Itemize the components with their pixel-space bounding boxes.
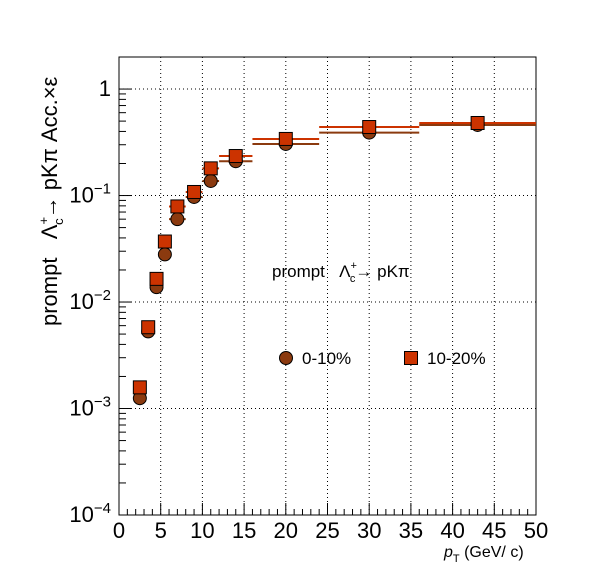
x-tick-label: 40 (440, 518, 464, 543)
x-tick-label: 30 (357, 518, 381, 543)
data-markers (132, 115, 536, 406)
x-tick-label: 10 (190, 518, 214, 543)
data-point-10-20 (203, 161, 218, 176)
data-point-10-20 (149, 271, 164, 286)
y-tick-labels: 10−4 10−3 10−2 10−1 1 (69, 76, 111, 527)
x-tick-label: 5 (155, 518, 167, 543)
y-axis-title: prompt Λ+c→ pKπ Acc.×ε (36, 76, 66, 326)
axis-ticks (118, 88, 537, 516)
data-point-0-10 (203, 173, 218, 188)
data-point-10-20 (362, 120, 377, 135)
data-point-10-20 (228, 149, 243, 164)
x-tick-label: 35 (399, 518, 423, 543)
x-tick-label: 15 (232, 518, 256, 543)
legend-label-10-20: 10-20% (427, 349, 486, 368)
legend-marker-10-20 (404, 351, 418, 365)
y-tick-label: 10−3 (69, 394, 111, 421)
y-tick-label: 10−4 (69, 500, 111, 527)
data-point-10-20 (170, 199, 185, 214)
data-point-10-20 (141, 320, 156, 335)
data-point-10-20 (187, 184, 202, 199)
legend: 0-10% 10-20% (279, 349, 486, 368)
x-tick-label: 25 (315, 518, 339, 543)
data-point-10-20 (157, 234, 172, 249)
x-tick-label: 50 (524, 518, 548, 543)
y-tick-label: 10−1 (69, 181, 111, 208)
x-tick-label: 0 (113, 518, 125, 543)
x-tick-label: 45 (482, 518, 506, 543)
data-point-10-20 (132, 380, 147, 395)
y-tick-label: 1 (99, 76, 111, 101)
x-tick-labels: 0 5 10 15 20 25 30 35 40 45 50 (113, 518, 548, 543)
x-axis-title: pT (GeV/ c) (443, 544, 524, 565)
data-point-10-20 (470, 115, 485, 130)
legend-label-0-10: 0-10% (302, 349, 351, 368)
data-point-10-20 (278, 131, 293, 146)
legend-marker-0-10 (279, 351, 293, 365)
x-tick-label: 20 (274, 518, 298, 543)
annotation: prompt Λ+ c→ pKπ (272, 260, 410, 285)
data-point-0-10 (157, 247, 172, 262)
data-point-0-10 (170, 212, 185, 227)
y-tick-label: 10−2 (69, 287, 111, 314)
